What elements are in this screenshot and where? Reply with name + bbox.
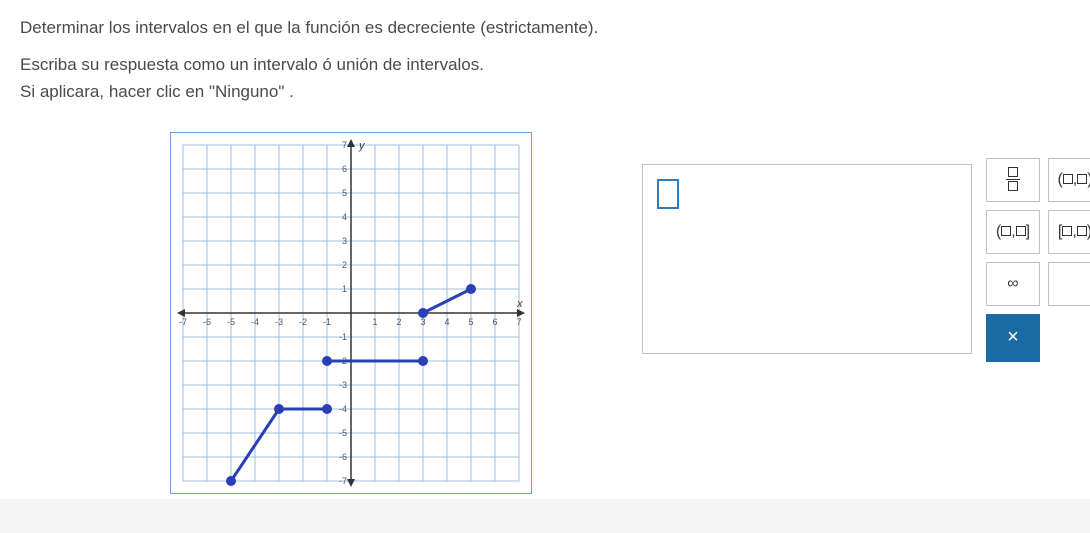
function-graph: -7-6-5-4-3-2-11234567-7-6-5-4-3-2-112345… (171, 133, 531, 493)
svg-text:5: 5 (468, 317, 473, 327)
svg-text:3: 3 (342, 236, 347, 246)
answer-placeholder (657, 179, 679, 209)
svg-text:1: 1 (342, 284, 347, 294)
graph-box: -7-6-5-4-3-2-11234567-7-6-5-4-3-2-112345… (170, 132, 532, 494)
key-infinity[interactable]: ∞ (986, 262, 1040, 306)
key-interval-open-closed[interactable]: (,] (986, 210, 1040, 254)
svg-text:-5: -5 (227, 317, 235, 327)
svg-text:7: 7 (342, 140, 347, 150)
svg-text:-1: -1 (339, 332, 347, 342)
svg-text:-7: -7 (339, 476, 347, 486)
keypad: (,) (,] [,) ∞ -∞ × (986, 158, 1090, 362)
graph-container: -7-6-5-4-3-2-11234567-7-6-5-4-3-2-112345… (170, 124, 532, 499)
fraction-icon (1006, 167, 1020, 192)
key-neg-infinity[interactable]: -∞ (1048, 262, 1090, 306)
svg-text:-6: -6 (203, 317, 211, 327)
svg-text:-7: -7 (179, 317, 187, 327)
infinity-label: ∞ (1007, 275, 1018, 293)
svg-text:6: 6 (492, 317, 497, 327)
svg-text:-1: -1 (323, 317, 331, 327)
svg-text:4: 4 (444, 317, 449, 327)
question-line-2: Escriba su respuesta como un intervalo ó… (20, 55, 484, 74)
open-open-label: (,) (1057, 171, 1090, 189)
svg-text:2: 2 (342, 260, 347, 270)
key-interval-open-open[interactable]: (,) (1048, 158, 1090, 202)
svg-text:-4: -4 (339, 404, 347, 414)
svg-text:5: 5 (342, 188, 347, 198)
svg-text:-2: -2 (299, 317, 307, 327)
answer-input-box[interactable] (642, 164, 972, 354)
question-line-1: Determinar los intervalos en el que la f… (20, 14, 1070, 41)
key-interval-closed-open[interactable]: [,) (1048, 210, 1090, 254)
clear-label: × (1007, 326, 1019, 349)
svg-text:7: 7 (516, 317, 521, 327)
svg-text:-5: -5 (339, 428, 347, 438)
question-text: Determinar los intervalos en el que la f… (0, 0, 1090, 124)
svg-text:1: 1 (372, 317, 377, 327)
question-line-3: Si aplicara, hacer clic en "Ninguno" . (20, 82, 294, 101)
svg-text:6: 6 (342, 164, 347, 174)
svg-text:4: 4 (342, 212, 347, 222)
open-closed-label: (,] (996, 223, 1030, 241)
key-fraction[interactable] (986, 158, 1040, 202)
svg-text:-3: -3 (339, 380, 347, 390)
svg-text:-3: -3 (275, 317, 283, 327)
svg-text:x: x (516, 298, 523, 310)
svg-text:3: 3 (420, 317, 425, 327)
closed-open-label: [,) (1058, 223, 1090, 241)
svg-text:-4: -4 (251, 317, 259, 327)
key-clear[interactable]: × (986, 314, 1040, 362)
svg-text:-6: -6 (339, 452, 347, 462)
svg-text:2: 2 (396, 317, 401, 327)
